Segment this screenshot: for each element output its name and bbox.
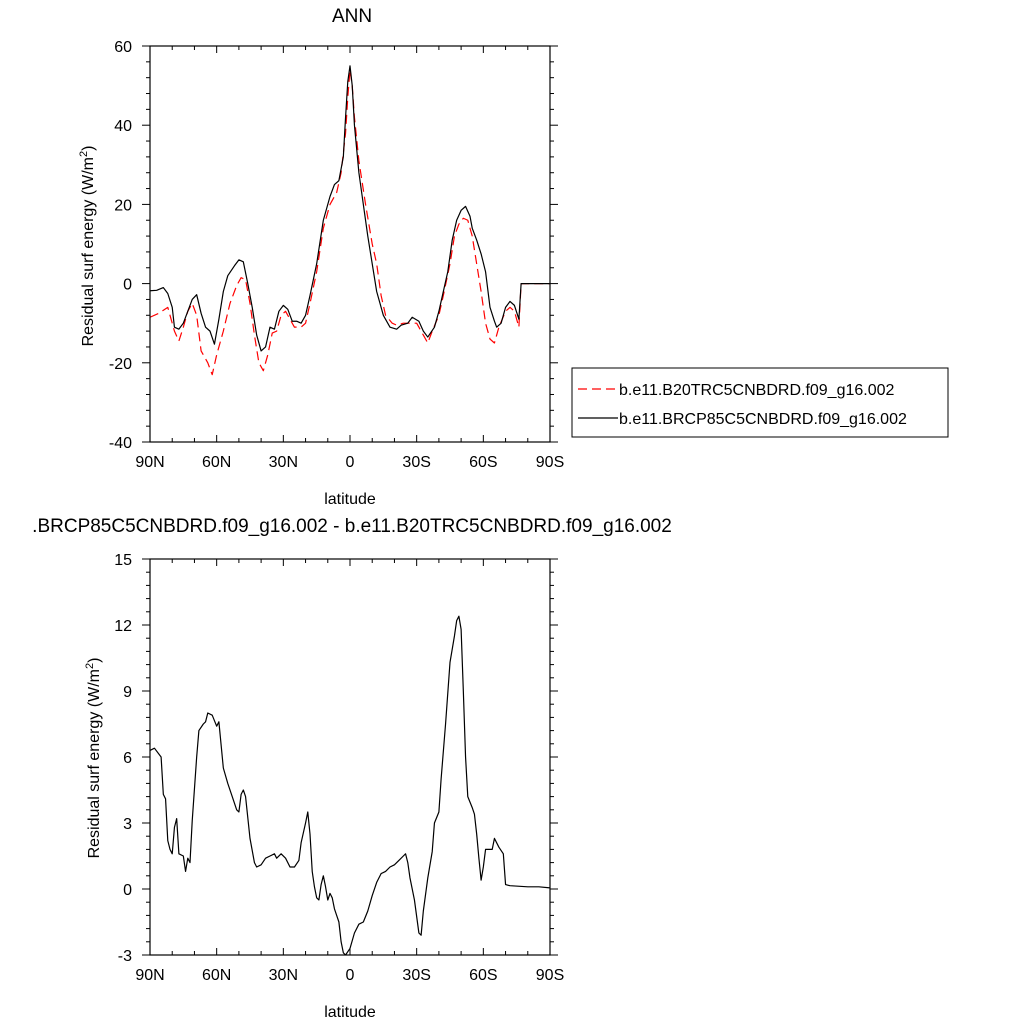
top-y-tick-label: 0 xyxy=(123,277,132,294)
top-x-tick-label: 60N xyxy=(202,454,231,471)
bottom-x-tick-labels: 90N 60N 30N 0 30S 60S 90S xyxy=(135,967,564,984)
top-y-tick-label: 20 xyxy=(114,197,132,214)
top-x-tick-label: 30N xyxy=(269,454,298,471)
bottom-x-axis-label: latitude xyxy=(324,1004,376,1021)
top-y-tick-label: 60 xyxy=(114,39,132,56)
top-y-tick-label: -40 xyxy=(109,435,132,452)
top-x-tick-label: 30S xyxy=(402,454,430,471)
top-x-tick-label: 60S xyxy=(469,454,497,471)
top-y-tick-label: 40 xyxy=(114,118,132,135)
bottom-x-tick-label: 60S xyxy=(469,967,497,984)
legend-box xyxy=(571,367,949,438)
top-x-axis-label: latitude xyxy=(324,491,376,508)
top-x-tick-label: 0 xyxy=(346,454,355,471)
top-plot-lines xyxy=(149,65,550,376)
bottom-y-axis-label: Residual surf energy (W/m2) xyxy=(84,658,103,859)
top-y-axis-label: Residual surf energy (W/m2) xyxy=(78,146,97,347)
bottom-plot-frame xyxy=(149,558,551,956)
top-y-tick-label: -20 xyxy=(109,356,132,373)
top-x-tick-label: 90S xyxy=(536,454,564,471)
bottom-y-tick-label: 12 xyxy=(114,618,132,635)
top-x-tick-label: 90N xyxy=(135,454,164,471)
legend-label-series-2: b.e11.BRCP85C5CNBDRD.f09_g16.002 xyxy=(619,411,907,428)
legend-label-series-1: b.e11.B20TRC5CNBDRD.f09_g16.002 xyxy=(619,382,895,399)
bottom-y-tick-label: 15 xyxy=(114,552,132,569)
bottom-y-tick-label: -3 xyxy=(118,948,132,965)
top-y-tick-labels: -40 -20 0 20 40 60 xyxy=(109,39,132,452)
bottom-x-tick-label: 30N xyxy=(269,967,298,984)
bottom-x-tick-label: 60N xyxy=(202,967,231,984)
bottom-y-tick-label: 6 xyxy=(123,750,132,767)
bottom-x-tick-label: 90N xyxy=(135,967,164,984)
top-x-tick-labels: 90N 60N 30N 0 30S 60S 90S xyxy=(135,454,564,471)
bottom-x-tick-label: 90S xyxy=(536,967,564,984)
bottom-y-tick-label: 0 xyxy=(123,882,132,899)
bottom-chart-title: .BRCP85C5CNBDRD.f09_g16.002 - b.e11.B20T… xyxy=(32,516,672,537)
top-panel: ANN 90N 60N 30N 0 30S 60S 90S -40 -20 0 20 40 60 la… xyxy=(78,6,564,508)
bottom-plot-lines xyxy=(149,615,551,956)
bottom-x-tick-label: 0 xyxy=(346,967,355,984)
bottom-y-tick-labels: -3 0 3 6 9 12 15 xyxy=(114,552,132,965)
bottom-panel: .BRCP85C5CNBDRD.f09_g16.002 - b.e11.B20T… xyxy=(32,516,672,1021)
bottom-axis-ticks xyxy=(142,558,558,956)
bottom-y-tick-label: 9 xyxy=(123,684,132,701)
top-plot-frame xyxy=(149,45,551,443)
bottom-series-line-1 xyxy=(149,615,551,956)
legend: b.e11.B20TRC5CNBDRD.f09_g16.002 b.e11.BR… xyxy=(571,367,949,438)
bottom-y-tick-label: 3 xyxy=(123,816,132,833)
top-series-line-1 xyxy=(149,69,550,376)
top-axis-ticks xyxy=(142,45,558,443)
bottom-x-tick-label: 30S xyxy=(402,967,430,984)
top-series-line-2 xyxy=(149,65,550,352)
top-chart-title: ANN xyxy=(332,6,372,27)
